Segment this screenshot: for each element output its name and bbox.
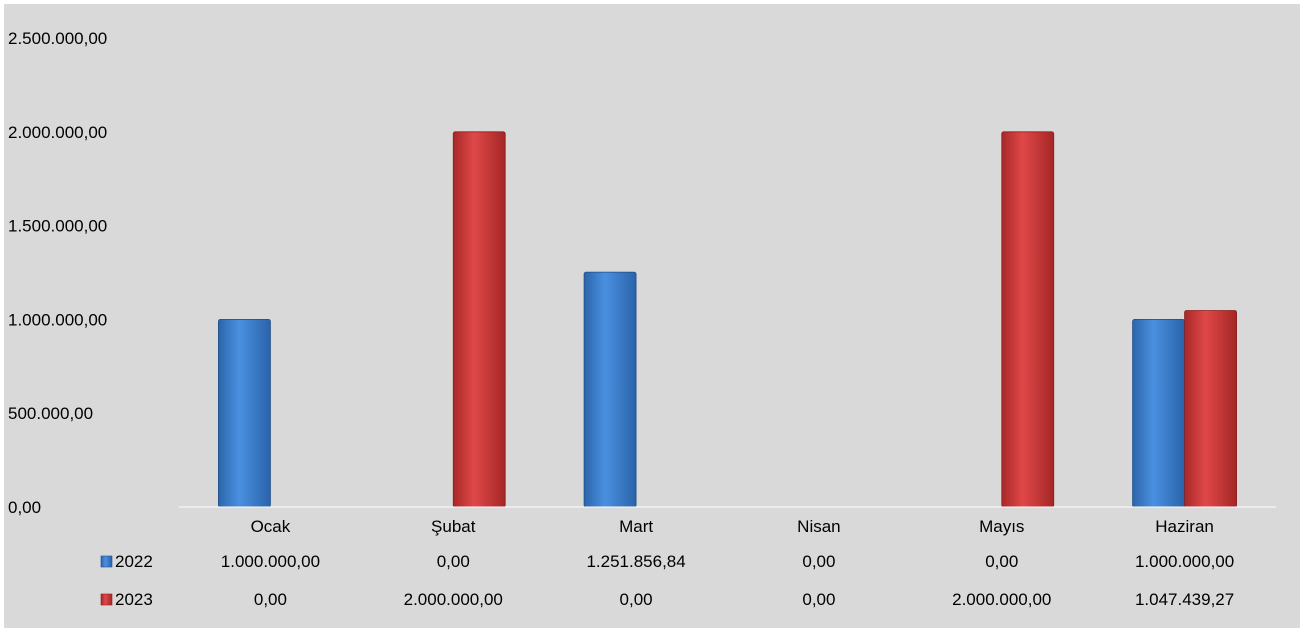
y-tick-label: 500.000,00 [8,404,93,423]
bar-2022-mart [583,271,637,508]
table-cell-value: 1.000.000,00 [221,552,320,571]
table-cell-value: 0,00 [802,590,835,609]
table-cell-value: 0,00 [802,552,835,571]
table-cell-value: 2.000.000,00 [404,590,503,609]
y-tick-label: 1.000.000,00 [8,310,107,329]
bar-2023-haziran [1184,310,1237,508]
data-table: 2022 1.000.000,00 0,00 1.251.856,84 0,00 0,00… [100,552,1234,609]
x-category-label: Haziran [1155,517,1214,536]
y-axis: 0,00 500.000,00 1.000.000,00 1.500.000,00 2.… [8,29,107,517]
bars [218,131,1237,508]
bar-2022-ocak [218,318,271,508]
table-cell-value: 0,00 [437,552,470,571]
x-category-label: Mayıs [979,517,1024,536]
chart-area: 0,00 500.000,00 1.000.000,00 1.500.000,00 2.… [4,4,1300,628]
bar-2023-mayıs [1001,131,1055,508]
x-category-label: Mart [619,517,653,536]
table-cell-value: 0,00 [254,590,287,609]
x-axis-categories: Ocak Şubat Mart Nisan Mayıs Haziran [251,517,1214,536]
bar-chart: 0,00 500.000,00 1.000.000,00 1.500.000,00 2.… [8,29,1276,609]
y-tick-label: 2.500.000,00 [8,29,107,48]
legend-swatch-2023 [100,593,113,606]
table-cell-value: 1.000.000,00 [1135,552,1234,571]
y-tick-label: 2.000.000,00 [8,123,107,142]
table-cell-value: 1.047.439,27 [1135,590,1234,609]
x-category-label: Ocak [251,517,291,536]
y-tick-label: 1.500.000,00 [8,217,107,236]
bar-2023-şubat [452,131,506,508]
y-tick-label: 0,00 [8,498,41,517]
table-cell-value: 1.251.856,84 [586,552,685,571]
x-category-label: Nisan [797,517,840,536]
x-category-label: Şubat [431,517,476,536]
bar-2022-haziran [1132,318,1185,508]
table-cell-value: 0,00 [985,552,1018,571]
table-cell-value: 2.000.000,00 [952,590,1051,609]
legend-swatch-2022 [100,555,113,568]
table-cell-value: 0,00 [620,590,653,609]
legend-series-name: 2023 [115,590,153,609]
legend-series-name: 2022 [115,552,153,571]
